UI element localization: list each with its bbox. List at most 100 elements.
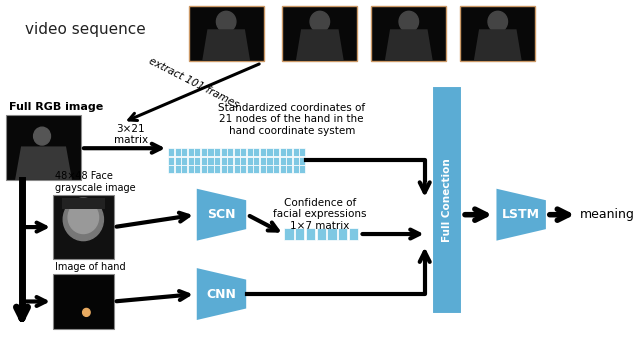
FancyBboxPatch shape (253, 165, 259, 173)
Circle shape (83, 308, 90, 316)
Text: Standardized coordinates of
21 nodes of the hand in the
hand coordinate system: Standardized coordinates of 21 nodes of … (218, 103, 365, 136)
FancyBboxPatch shape (221, 157, 227, 164)
FancyBboxPatch shape (227, 148, 233, 156)
FancyBboxPatch shape (349, 228, 358, 240)
FancyBboxPatch shape (181, 148, 188, 156)
FancyBboxPatch shape (432, 86, 462, 314)
FancyBboxPatch shape (201, 148, 207, 156)
FancyBboxPatch shape (207, 165, 214, 173)
Text: extract 101 frames: extract 101 frames (147, 56, 240, 110)
Text: 3×21
matrix: 3×21 matrix (113, 124, 148, 145)
FancyBboxPatch shape (260, 165, 266, 173)
FancyBboxPatch shape (195, 165, 200, 173)
FancyBboxPatch shape (175, 157, 180, 164)
FancyBboxPatch shape (214, 157, 220, 164)
FancyBboxPatch shape (247, 165, 253, 173)
FancyBboxPatch shape (266, 148, 273, 156)
FancyBboxPatch shape (207, 148, 214, 156)
FancyBboxPatch shape (371, 6, 446, 61)
Polygon shape (474, 29, 522, 61)
FancyBboxPatch shape (189, 6, 264, 61)
Text: meaning: meaning (580, 208, 635, 221)
Circle shape (68, 201, 99, 233)
FancyBboxPatch shape (201, 157, 207, 164)
FancyBboxPatch shape (284, 228, 294, 240)
FancyBboxPatch shape (273, 157, 279, 164)
FancyBboxPatch shape (300, 148, 305, 156)
Polygon shape (385, 29, 433, 61)
Text: SCN: SCN (207, 208, 236, 221)
Text: 48×48 Face
grayscale image: 48×48 Face grayscale image (55, 171, 136, 193)
FancyBboxPatch shape (175, 165, 180, 173)
FancyBboxPatch shape (234, 165, 240, 173)
FancyBboxPatch shape (214, 148, 220, 156)
Polygon shape (196, 267, 247, 321)
FancyBboxPatch shape (175, 148, 180, 156)
FancyBboxPatch shape (53, 274, 114, 329)
Text: Image of hand: Image of hand (55, 262, 125, 272)
FancyBboxPatch shape (214, 165, 220, 173)
Circle shape (216, 11, 236, 32)
FancyBboxPatch shape (273, 148, 279, 156)
FancyBboxPatch shape (240, 157, 246, 164)
FancyBboxPatch shape (286, 157, 292, 164)
FancyBboxPatch shape (207, 157, 214, 164)
FancyBboxPatch shape (188, 148, 194, 156)
FancyBboxPatch shape (460, 6, 535, 61)
FancyBboxPatch shape (292, 165, 299, 173)
FancyBboxPatch shape (221, 165, 227, 173)
FancyBboxPatch shape (280, 165, 285, 173)
FancyBboxPatch shape (306, 228, 315, 240)
FancyBboxPatch shape (300, 157, 305, 164)
FancyBboxPatch shape (6, 116, 81, 180)
FancyBboxPatch shape (253, 148, 259, 156)
FancyBboxPatch shape (188, 157, 194, 164)
FancyBboxPatch shape (300, 165, 305, 173)
FancyBboxPatch shape (168, 165, 174, 173)
FancyBboxPatch shape (227, 157, 233, 164)
FancyBboxPatch shape (253, 157, 259, 164)
FancyBboxPatch shape (286, 148, 292, 156)
FancyBboxPatch shape (273, 165, 279, 173)
FancyBboxPatch shape (286, 165, 292, 173)
FancyBboxPatch shape (292, 148, 299, 156)
FancyBboxPatch shape (168, 148, 174, 156)
FancyBboxPatch shape (260, 148, 266, 156)
FancyBboxPatch shape (195, 157, 200, 164)
FancyBboxPatch shape (240, 148, 246, 156)
Text: Full Conection: Full Conection (442, 158, 452, 242)
FancyBboxPatch shape (266, 157, 273, 164)
FancyBboxPatch shape (201, 165, 207, 173)
FancyBboxPatch shape (280, 148, 285, 156)
Text: CNN: CNN (207, 288, 236, 301)
Text: Full RGB image: Full RGB image (9, 103, 103, 112)
Circle shape (63, 198, 104, 241)
FancyBboxPatch shape (292, 157, 299, 164)
FancyBboxPatch shape (168, 157, 174, 164)
FancyBboxPatch shape (266, 165, 273, 173)
Text: Confidence of
facial expressions
1×7 matrix: Confidence of facial expressions 1×7 mat… (273, 198, 367, 231)
Circle shape (399, 11, 419, 32)
Circle shape (34, 127, 51, 145)
Polygon shape (202, 29, 250, 61)
FancyBboxPatch shape (282, 6, 357, 61)
Text: video sequence: video sequence (26, 22, 146, 37)
FancyBboxPatch shape (53, 195, 114, 259)
FancyBboxPatch shape (221, 148, 227, 156)
FancyBboxPatch shape (260, 157, 266, 164)
Circle shape (310, 11, 330, 32)
Polygon shape (62, 198, 105, 209)
FancyBboxPatch shape (247, 148, 253, 156)
Polygon shape (15, 146, 72, 180)
FancyBboxPatch shape (234, 157, 240, 164)
FancyBboxPatch shape (227, 165, 233, 173)
FancyBboxPatch shape (195, 148, 200, 156)
Polygon shape (196, 187, 247, 242)
FancyBboxPatch shape (295, 228, 305, 240)
FancyBboxPatch shape (247, 157, 253, 164)
Polygon shape (495, 187, 547, 242)
Text: LSTM: LSTM (502, 208, 540, 221)
FancyBboxPatch shape (317, 228, 326, 240)
FancyBboxPatch shape (181, 157, 188, 164)
FancyBboxPatch shape (240, 165, 246, 173)
